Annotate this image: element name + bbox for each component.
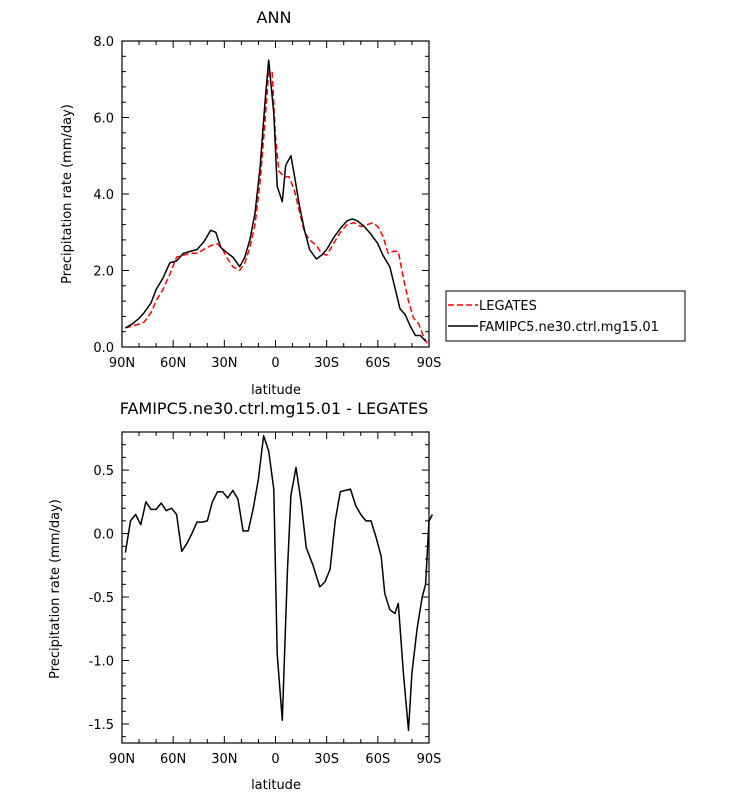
x-tick-label: 30S [314,752,339,767]
x-tick-label: 30N [211,752,237,767]
x-tick-label: 60N [160,752,186,767]
x-tick-label: 90N [109,752,135,767]
tick-marks [121,40,430,348]
legend-label-legates: LEGATES [479,299,537,314]
x-tick-label: 90S [417,356,442,371]
series-layer [124,435,434,732]
series-line-legates [125,70,428,344]
y-tick-label: -1.5 [89,718,114,733]
x-tick-label: 90N [109,356,135,371]
y-axis-label: Precipitation rate (mm/day) [48,499,63,679]
x-tick-label: 90S [417,752,442,767]
y-tick-labels: 0.0 2.0 4.0 6.0 8.0 [93,35,114,356]
x-tick-label: 30S [314,356,339,371]
y-tick-labels: -1.5 -1.0 -0.5 0.0 0.5 [89,464,114,733]
x-tick-label: 60S [365,752,390,767]
x-tick-label: 30N [211,356,237,371]
y-tick-label: 8.0 [93,35,114,50]
panel-difference: FAMIPC5.ne30.ctrl.mg15.01 - LEGATES 90N 6… [48,399,441,793]
x-tick-labels: 90N 60N 30N 0 30S 60S 90S [109,752,442,767]
y-tick-label: 0.5 [93,464,114,479]
series-line-famipc5-ne30-ctrl-mg15-01 [125,59,427,342]
y-tick-label: 0.0 [93,528,114,543]
legend-frame [445,290,686,342]
y-tick-label: 2.0 [93,265,114,280]
series-layer [125,59,428,344]
legend: LEGATES FAMIPC5.ne30.ctrl.mg15.01 [445,290,686,342]
y-tick-label: 4.0 [93,188,114,203]
x-tick-label: 0 [271,356,279,371]
y-tick-label: 6.0 [93,112,114,127]
tick-marks [121,431,430,743]
x-axis-label: latitude [251,778,301,793]
x-tick-label: 60S [365,356,390,371]
y-tick-label: 0.0 [93,341,114,356]
y-tick-label: -1.0 [89,654,114,669]
x-tick-label: 60N [160,356,186,371]
legend-label-famipc5: FAMIPC5.ne30.ctrl.mg15.01 [479,320,659,335]
chart-title: ANN [257,8,292,27]
x-tick-label: 0 [271,752,279,767]
x-tick-labels: 90N 60N 30N 0 30S 60S 90S [109,356,442,371]
x-axis-label: latitude [251,383,301,398]
series-line-difference [124,435,434,732]
y-axis-label: Precipitation rate (mm/day) [60,104,75,284]
y-tick-label: -0.5 [89,591,114,606]
panel-annual-precipitation: ANN 90N 60N 30N 0 30S 60S 90S 0.02.04.06.08.0 … [60,8,441,398]
chart-title: FAMIPC5.ne30.ctrl.mg15.01 - LEGATES [120,399,429,418]
plot-frame [121,40,430,348]
